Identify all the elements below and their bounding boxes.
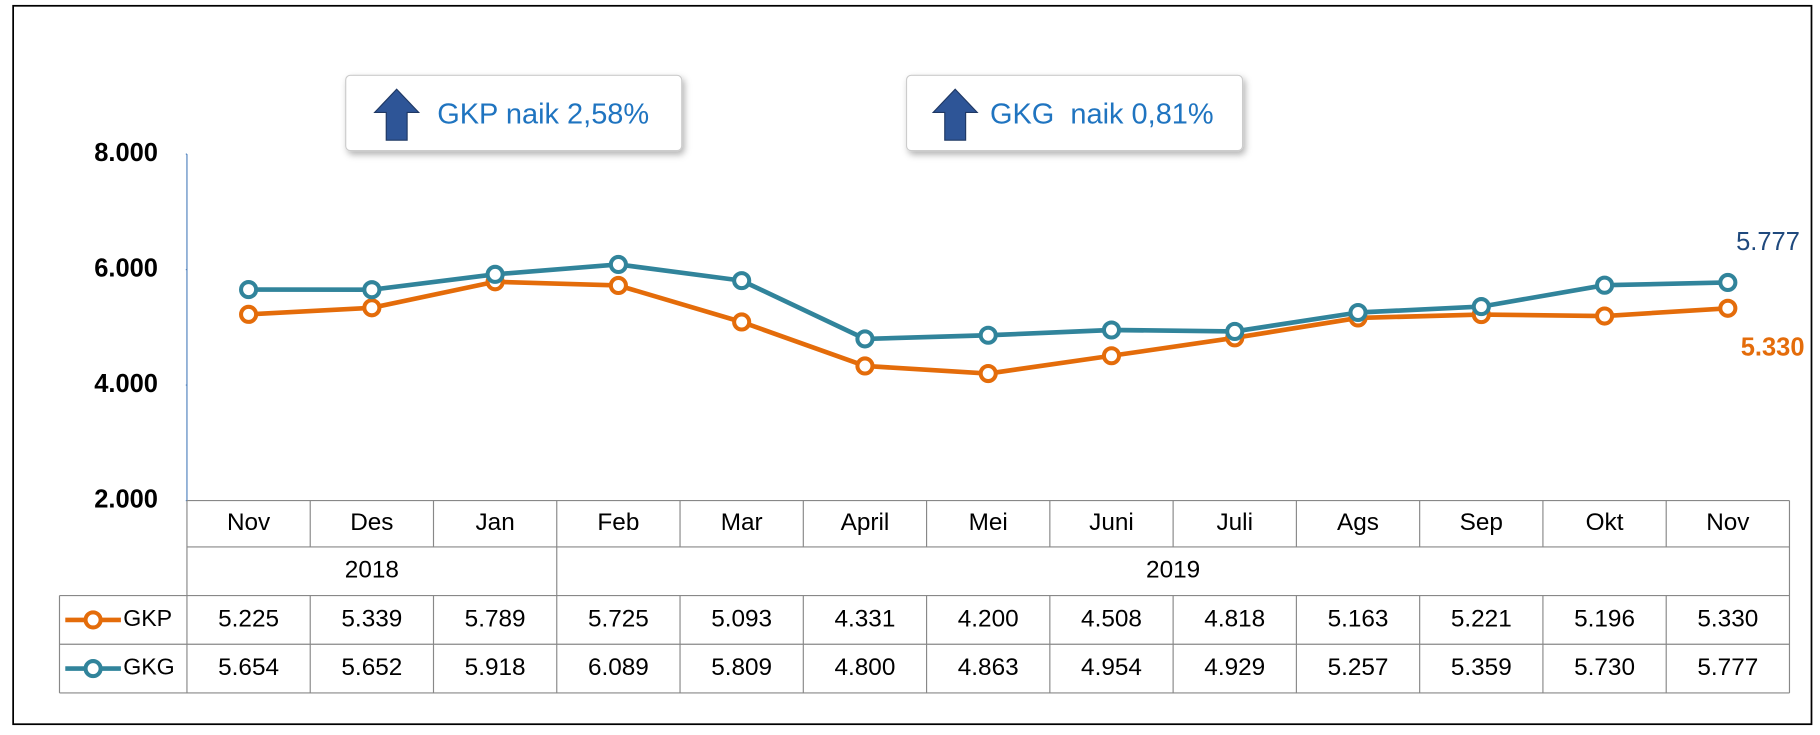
year-label: 2019 bbox=[1146, 557, 1200, 584]
table-value: 5.257 bbox=[1328, 654, 1389, 681]
point bbox=[608, 254, 628, 275]
x-tick-label: Ags bbox=[1337, 509, 1379, 536]
table-value: 5.652 bbox=[341, 654, 402, 681]
legend-marker bbox=[83, 610, 103, 630]
point bbox=[1101, 346, 1122, 366]
point bbox=[608, 275, 628, 296]
table-value: 5.730 bbox=[1574, 654, 1635, 681]
table-value: 5.654 bbox=[218, 654, 279, 681]
point bbox=[978, 325, 998, 345]
table-value: 5.789 bbox=[465, 605, 526, 632]
x-tick-label: Mei bbox=[969, 509, 1008, 536]
legend-label: GKG bbox=[123, 654, 174, 680]
point bbox=[239, 304, 259, 324]
x-tick-label: Nov bbox=[1706, 509, 1750, 536]
table-value: 6.089 bbox=[588, 654, 649, 681]
point bbox=[239, 280, 259, 300]
table-value: 5.221 bbox=[1451, 605, 1512, 632]
x-tick-label: Sep bbox=[1460, 509, 1503, 536]
point bbox=[362, 298, 382, 318]
point bbox=[1718, 272, 1738, 293]
point bbox=[1101, 320, 1122, 340]
table-value: 5.225 bbox=[218, 605, 279, 632]
table-value: 5.339 bbox=[341, 605, 402, 632]
table-value: 5.918 bbox=[465, 654, 526, 681]
x-tick-label: Jan bbox=[476, 509, 515, 536]
point bbox=[1471, 297, 1491, 317]
table-value: 4.200 bbox=[958, 605, 1019, 632]
y-tick-label: 4.000 bbox=[94, 370, 158, 398]
legend-marker bbox=[83, 659, 103, 679]
point bbox=[732, 271, 752, 291]
x-tick-label: Juni bbox=[1089, 509, 1134, 536]
table-value: 4.863 bbox=[958, 654, 1019, 681]
table-value: 5.330 bbox=[1697, 605, 1758, 632]
annotation-box: GKG naik 0,81% bbox=[905, 74, 1244, 152]
y-tick-label: 6.000 bbox=[94, 254, 158, 282]
table-value: 4.508 bbox=[1081, 605, 1142, 632]
y-tick-label: 8.000 bbox=[94, 139, 158, 167]
annotation-box: GKP naik 2,58% bbox=[345, 74, 683, 152]
table-value: 5.725 bbox=[588, 605, 649, 632]
x-tick-label: Okt bbox=[1586, 509, 1624, 536]
table-value: 5.196 bbox=[1574, 605, 1635, 632]
x-tick-label: April bbox=[841, 509, 890, 536]
table-value: 5.163 bbox=[1328, 605, 1389, 632]
annotation: GKG naik 0,81% bbox=[990, 99, 1214, 131]
table-value: 5.359 bbox=[1451, 654, 1512, 681]
table-value: 5.777 bbox=[1697, 654, 1758, 681]
table-value: 4.331 bbox=[834, 605, 895, 632]
point bbox=[1595, 275, 1615, 295]
x-tick-label: Des bbox=[350, 509, 393, 536]
point bbox=[978, 363, 998, 384]
point bbox=[1225, 321, 1245, 342]
table-value: 4.929 bbox=[1204, 654, 1265, 681]
point bbox=[1718, 298, 1738, 318]
x-tick-label: Juli bbox=[1216, 509, 1253, 536]
point bbox=[1595, 306, 1615, 326]
x-tick-label: Feb bbox=[597, 509, 639, 536]
x-tick-label: Mar bbox=[721, 509, 763, 536]
table-value: 4.954 bbox=[1081, 654, 1142, 681]
table-value: 5.809 bbox=[711, 654, 772, 681]
point bbox=[855, 329, 875, 349]
point bbox=[732, 312, 752, 332]
point bbox=[855, 356, 875, 376]
end-label: 5.777 bbox=[1736, 228, 1800, 256]
table-value: 5.093 bbox=[711, 605, 772, 632]
legend-label: GKP bbox=[123, 605, 172, 631]
y-tick-label: 2.000 bbox=[94, 485, 158, 513]
table-value: 4.818 bbox=[1204, 605, 1265, 632]
point bbox=[485, 264, 505, 284]
annotation: GKP naik 2,58% bbox=[437, 99, 649, 131]
point bbox=[362, 280, 382, 300]
end-label: 5.330 bbox=[1741, 334, 1805, 362]
x-tick-label: Nov bbox=[227, 509, 271, 536]
year-label: 2018 bbox=[345, 557, 399, 584]
table-value: 4.800 bbox=[834, 654, 895, 681]
point bbox=[1348, 302, 1368, 323]
